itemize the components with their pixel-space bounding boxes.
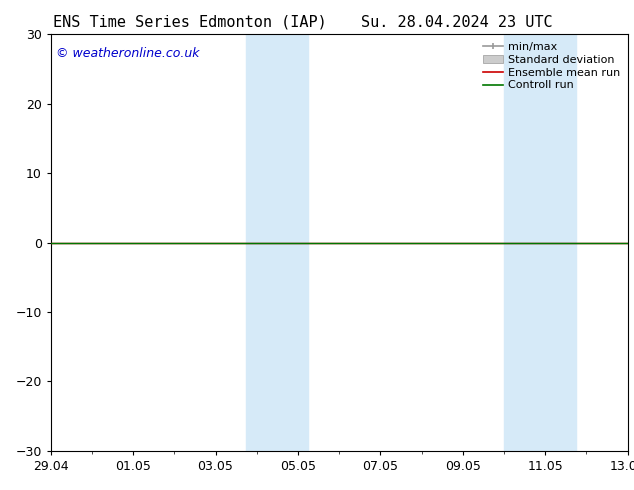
Text: Su. 28.04.2024 23 UTC: Su. 28.04.2024 23 UTC	[361, 15, 552, 30]
Legend: min/max, Standard deviation, Ensemble mean run, Controll run: min/max, Standard deviation, Ensemble me…	[479, 38, 624, 95]
Bar	[504, 34, 576, 451]
Bar	[247, 34, 308, 451]
Text: ENS Time Series Edmonton (IAP): ENS Time Series Edmonton (IAP)	[53, 15, 327, 30]
Text: © weatheronline.co.uk: © weatheronline.co.uk	[56, 47, 200, 60]
